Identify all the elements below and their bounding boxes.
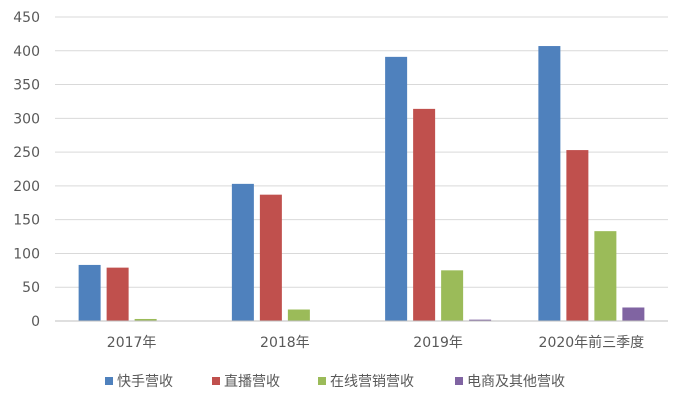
- y-tick-label: 350: [13, 78, 40, 94]
- legend-item: 快手营收: [105, 374, 173, 390]
- legend-swatch: [105, 377, 113, 385]
- x-tick-label: 2019年: [413, 335, 463, 351]
- legend-label: 电商及其他营收: [467, 374, 565, 390]
- x-tick-label: 2020年前三季度: [539, 334, 645, 351]
- y-axis-labels: 0 50 100 150 200 250 300 350 400 450: [13, 10, 40, 330]
- bar-series-0-category-1: [231, 183, 254, 321]
- bar-series-0-category-0: [78, 264, 101, 321]
- bar-series-1-category-1: [259, 194, 282, 321]
- x-tick-label: 2018年: [260, 335, 310, 351]
- legend-item: 直播营收: [212, 373, 280, 390]
- y-tick-label: 200: [13, 179, 40, 195]
- y-tick-label: 250: [13, 145, 40, 161]
- bars: [78, 46, 645, 322]
- bar-series-2-category-2: [441, 270, 464, 321]
- legend-item: 在线营销营收: [318, 374, 414, 390]
- legend-item: 电商及其他营收: [455, 374, 565, 390]
- legend-swatch: [455, 377, 463, 385]
- bar-series-1-category-3: [566, 150, 589, 321]
- x-axis-labels: 2017年 2018年 2019年 2020年前三季度: [107, 334, 644, 351]
- bar-series-0-category-3: [538, 46, 561, 321]
- bar-series-2-category-1: [287, 309, 310, 321]
- y-tick-label: 50: [22, 280, 40, 296]
- y-tick-label: 300: [13, 111, 40, 127]
- bar-series-1-category-2: [413, 108, 436, 322]
- legend-label: 直播营收: [224, 373, 280, 390]
- legend-label: 快手营收: [117, 374, 173, 390]
- y-tick-label: 450: [13, 10, 40, 26]
- legend-swatch: [318, 377, 326, 385]
- gridlines: [55, 16, 668, 288]
- y-tick-label: 400: [13, 44, 40, 60]
- bar-series-3-category-2: [469, 319, 492, 321]
- y-tick-label: 150: [13, 213, 40, 229]
- legend: 快手营收 直播营收 在线营销营收 电商及其他营收: [105, 373, 565, 390]
- bar-series-1-category-0: [106, 267, 129, 321]
- bar-series-0-category-2: [385, 56, 408, 321]
- x-tick-label: 2017年: [107, 335, 157, 351]
- y-tick-label: 0: [31, 314, 40, 330]
- y-tick-label: 100: [13, 246, 40, 262]
- bar-series-2-category-0: [134, 318, 157, 321]
- legend-swatch: [212, 377, 220, 385]
- bar-series-2-category-3: [594, 231, 617, 321]
- legend-label: 在线营销营收: [330, 374, 414, 390]
- bar-series-3-category-3: [622, 307, 645, 321]
